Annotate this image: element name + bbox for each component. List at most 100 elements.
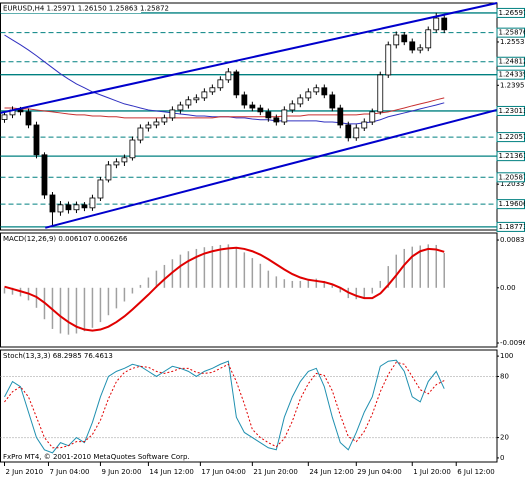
y-tick-label: 100 [500,352,513,360]
x-tick-label: 14 Jun 12:00 [149,468,193,476]
candle-body [249,104,256,109]
candle-body [121,157,128,163]
candle-body [105,164,112,181]
x-tick-label: 9 Jun 20:00 [101,468,141,476]
candle-body [337,107,344,126]
candle-body [97,179,104,199]
panel-frame [0,349,498,463]
candle-body [425,29,432,49]
x-tick-label: 7 Jun 04:00 [49,468,89,476]
y-tick-label: 0.00 [500,284,516,292]
title-bg [1,4,141,13]
candle-body [417,47,424,51]
level-label: 1.24339 [499,71,525,79]
trend-line [0,2,498,114]
candle-body [393,34,400,46]
candle-body [33,124,40,156]
candle-body [225,71,232,81]
level-label: 1.20587 [499,173,525,181]
candle-body [369,111,376,123]
candle-body [257,107,264,113]
level-label: 1.19606 [499,200,525,208]
candle-body [433,17,440,31]
level-label: 1.26597 [499,9,525,17]
candle-body [185,99,192,106]
level-label: 1.21361 [499,152,525,160]
candle-body [345,124,352,139]
chart-title: Stoch(13,3,3) 68.2985 76.4613 [3,352,113,360]
x-tick-label: 1 Jul 20:00 [413,468,451,476]
candle-body [81,204,88,209]
level-label: 1.24812 [499,58,525,66]
candle-body [201,91,208,99]
candle-body [401,34,408,43]
x-tick-label: 24 Jun 12:00 [309,468,353,476]
stoch-line [4,359,445,454]
trend-line [45,108,498,229]
candle-body [329,94,336,109]
stoch-line [4,361,445,449]
candle-body [1,114,8,120]
candle-body [297,97,304,105]
y-tick-label: 80 [500,372,509,380]
candle-body [153,121,160,126]
panel-frame [0,232,498,348]
candle-body [57,204,64,213]
candle-body [441,17,448,31]
candle-body [361,121,368,129]
candle-body [353,127,360,139]
y-tick-label: 0.00836 [500,236,525,244]
candle-body [137,127,144,141]
candle-body [41,154,48,196]
candle-body [113,161,120,166]
candle-body [193,97,200,101]
candle-body [281,109,288,123]
candle-body [169,109,176,119]
y-tick-label: 1.25535 [500,38,525,46]
candle-body [89,197,96,209]
y-tick-label: 1.20335 [500,180,525,188]
x-tick-label: 6 Jul 12:00 [457,468,495,476]
footer-note: FxPro MT4, © 2001-2010 MetaQuotes Softwa… [3,453,190,461]
level-label: 1.25876 [499,29,525,37]
candle-body [217,79,224,89]
x-tick-label: 21 Jun 20:00 [253,468,297,476]
level-label: 1.18773 [499,223,525,231]
panel-frame [0,2,498,231]
candle-body [145,124,152,129]
candle-body [65,204,72,211]
x-tick-label: 2 Jun 2010 [5,468,43,476]
candle-body [17,109,24,113]
x-tick-label: 17 Jun 04:00 [201,468,245,476]
candle-body [289,103,296,111]
candle-body [409,41,416,51]
macd-signal [4,246,445,332]
candle-body [25,111,32,126]
candle-body [321,87,328,96]
y-tick-label: 0 [500,454,504,462]
level-label: 1.22057 [499,133,525,141]
candle-body [265,111,272,119]
candle-body [305,91,312,99]
candle-body [385,44,392,76]
chart-title: EURUSD,H4 1.25971 1.26150 1.25863 1.2587… [3,5,169,13]
level-label: 1.23013 [499,107,525,115]
candle-body [177,104,184,111]
x-tick-label: 29 Jun 04:00 [357,468,401,476]
candle-body [49,194,56,213]
candle-body [233,71,240,96]
y-tick-label: -0.00966 [500,339,525,347]
candle-body [209,87,216,93]
y-tick-label: 20 [500,434,509,442]
candle-body [161,117,168,123]
candle-body [377,74,384,113]
candle-body [273,117,280,123]
chart-title: MACD(12,26,9) 0.006107 0.006266 [3,235,128,243]
candle-body [313,87,320,93]
candle-body [129,139,136,159]
candle-body [241,94,248,106]
